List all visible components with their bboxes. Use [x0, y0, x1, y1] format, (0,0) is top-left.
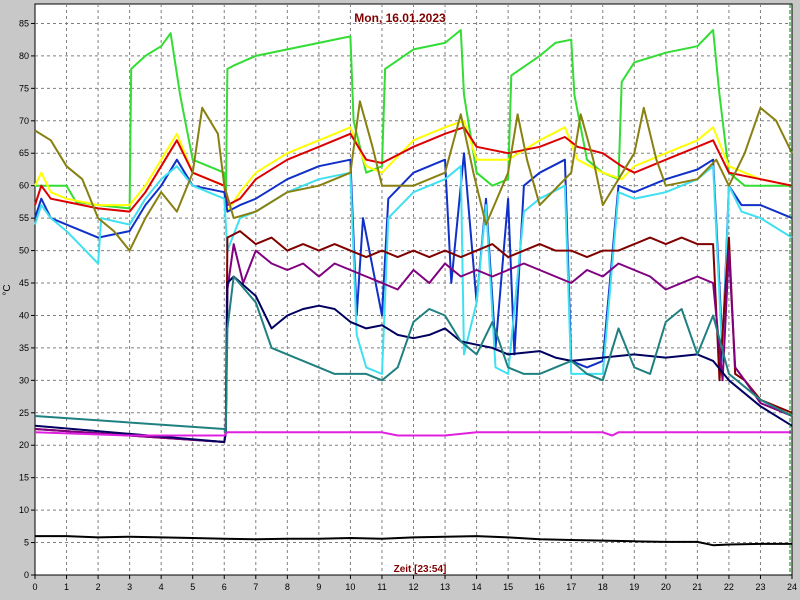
y-tick-label: 80	[19, 51, 29, 61]
x-tick-label: 12	[408, 582, 418, 592]
y-tick-label: 85	[19, 18, 29, 28]
y-tick-label: 50	[19, 246, 29, 256]
series-line-7	[34, 230, 793, 443]
series-line-1	[35, 29, 792, 210]
series-line-6	[34, 100, 793, 252]
x-axis-title: Zeit [23:54]	[394, 564, 447, 575]
x-tick-label: 23	[755, 582, 765, 592]
x-tick-label: 16	[535, 582, 545, 592]
y-tick-label: 75	[19, 83, 29, 93]
y-tick-label: 0	[24, 570, 29, 580]
series-line-8	[34, 243, 793, 443]
y-tick-label: 60	[19, 181, 29, 191]
x-tick-label: 1	[64, 582, 69, 592]
y-axis-title: °C	[2, 284, 13, 295]
y-tick-label: 20	[19, 440, 29, 450]
y-tick-label: 10	[19, 505, 29, 515]
y-tick-label: 40	[19, 310, 29, 320]
series-line-3	[34, 126, 793, 213]
x-tick-label: 24	[787, 582, 797, 592]
series-line-10	[34, 275, 793, 434]
series-line-11	[34, 431, 792, 437]
x-tick-label: 17	[566, 582, 576, 592]
x-tick-label: 3	[127, 582, 132, 592]
x-tick-label: 0	[32, 582, 37, 592]
x-tick-label: 7	[253, 582, 258, 592]
y-tick-label: 70	[19, 116, 29, 126]
x-tick-label: 14	[472, 582, 482, 592]
x-tick-label: 13	[440, 582, 450, 592]
x-tick-label: 19	[629, 582, 639, 592]
x-tick-label: 18	[598, 582, 608, 592]
y-tick-label: 65	[19, 148, 29, 158]
x-tick-label: 4	[159, 582, 164, 592]
y-tick-label: 55	[19, 213, 29, 223]
y-tick-label: 35	[19, 343, 29, 353]
x-tick-label: 9	[316, 582, 321, 592]
y-tick-label: 30	[19, 375, 29, 385]
x-tick-label: 20	[661, 582, 671, 592]
y-tick-label: 15	[19, 473, 29, 483]
x-tick-label: 5	[190, 582, 195, 592]
series-line-5	[34, 165, 793, 375]
x-tick-label: 15	[503, 582, 513, 592]
x-tick-label: 6	[222, 582, 227, 592]
y-tick-label: 25	[19, 408, 29, 418]
grid-lines	[35, 4, 792, 575]
y-tick-label: 45	[19, 278, 29, 288]
series-layer	[34, 29, 793, 547]
x-tick-label: 22	[724, 582, 734, 592]
x-tick-label: 10	[345, 582, 355, 592]
x-tick-label: 2	[96, 582, 101, 592]
y-axis-ticks: 0 5 10 15 20 25 30 35 40 45 50 55 60 65 70 75 80 85	[19, 18, 35, 580]
x-tick-label: 11	[377, 582, 386, 592]
x-axis-ticks: 0 1 2 3 4 5 6 7 8 9 10 11 12 13 14 15 16 17 18 19 20 21 22 23 24	[32, 575, 797, 592]
y-tick-label: 5	[24, 538, 29, 548]
chart-title: Mon, 16.01.2023	[354, 11, 446, 25]
x-tick-label: 8	[285, 582, 290, 592]
series-line-9	[34, 275, 793, 443]
x-tick-label: 21	[692, 582, 702, 592]
series-line-2	[34, 119, 793, 213]
series-line-12	[35, 535, 792, 547]
